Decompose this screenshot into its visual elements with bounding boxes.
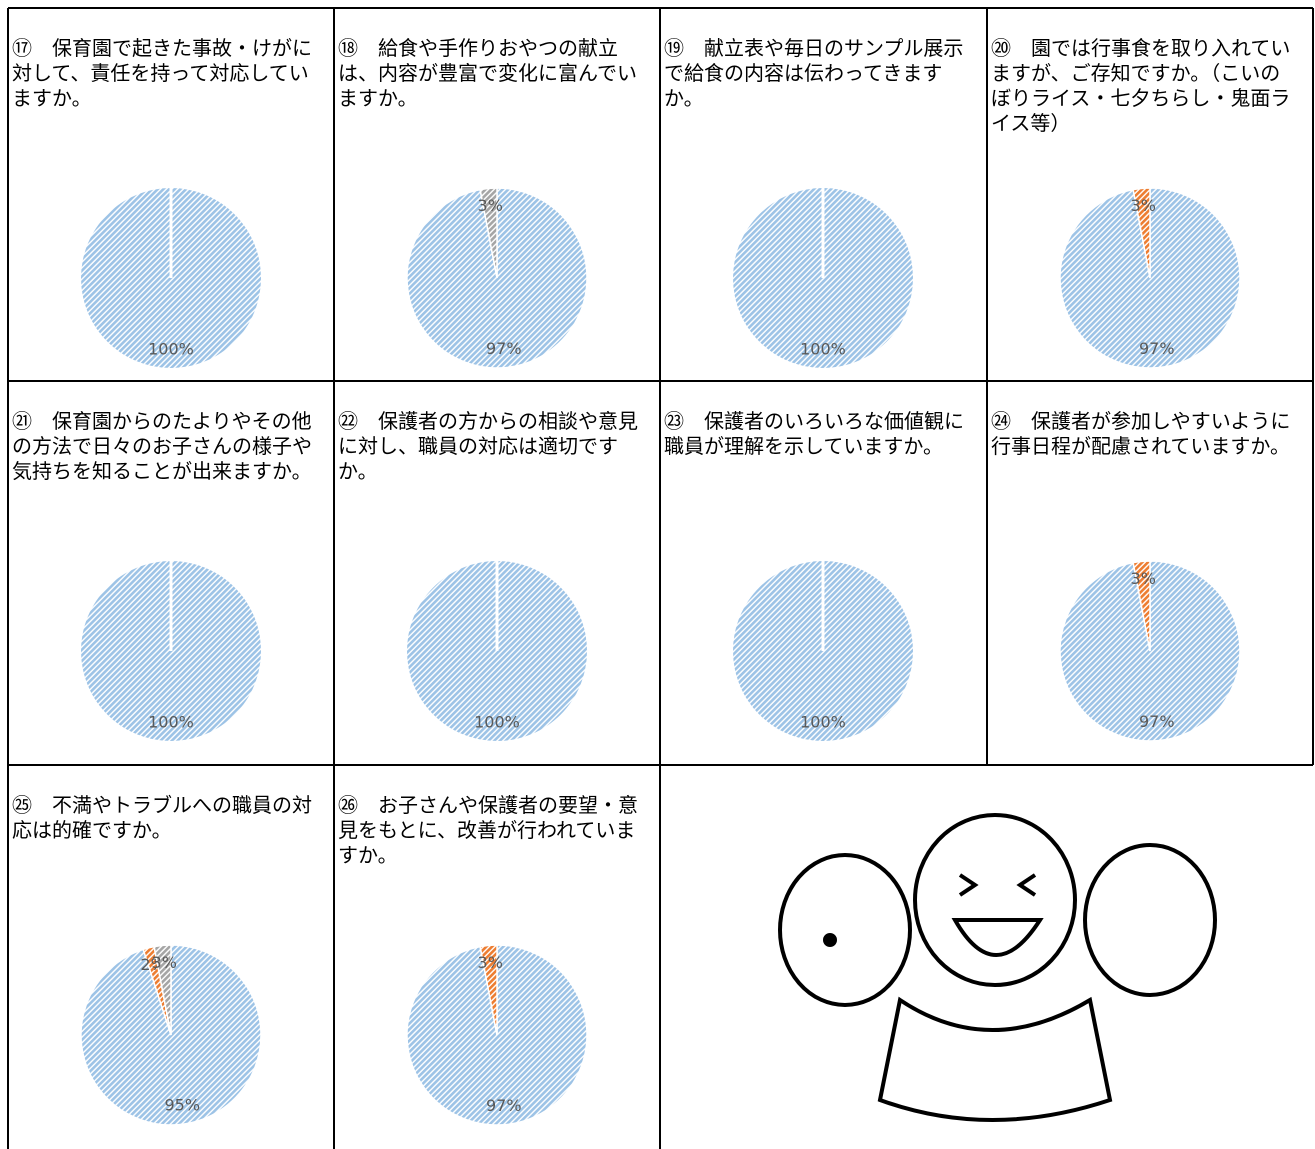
data-label: 100% (800, 713, 846, 732)
pie-slice (479, 187, 498, 279)
cell-borders (7, 7, 1314, 1149)
chart-title: ㉖ お子さんや保護者の要望・意見をもとに、改善が行われていますか。 (338, 793, 638, 867)
pie-slice (153, 944, 172, 1036)
pie-slice (1132, 560, 1151, 652)
data-label: 97% (486, 1096, 522, 1115)
data-label: 95% (164, 1096, 200, 1115)
chart-title: ⑲ 献立表や毎日のサンプル展示で給食の内容は伝わってきますか。 (664, 36, 964, 110)
chart-title: ㉓ 保護者のいろいろな価値観に職員が理解を示していますか。 (664, 409, 964, 458)
chart-title: ⑳ 園では行事食を取り入れていますが、ご存知ですか。（こいのぼりライス・七夕ちら… (991, 36, 1291, 135)
data-label: 3% (478, 196, 503, 215)
chart-title: ㉕ 不満やトラブルへの職員の対応は的確ですか。 (12, 793, 312, 842)
data-label: 100% (148, 713, 194, 732)
data-label: 97% (486, 339, 522, 358)
data-label: 3% (1131, 196, 1156, 215)
data-label: 3% (152, 953, 177, 972)
data-label: 100% (800, 340, 846, 359)
data-label: 97% (1139, 339, 1175, 358)
illustration (778, 813, 1217, 1122)
data-label: 100% (474, 713, 520, 732)
chart-title: ㉑ 保育園からのたよりやその他の方法で日々のお子さんの様子や気持ちを知ることが出… (12, 409, 312, 483)
data-label: 3% (1131, 569, 1156, 588)
data-label: 97% (1139, 712, 1175, 731)
chart-title: ⑱ 給食や手作りおやつの献立は、内容が豊富で変化に富んでいますか。 (338, 36, 637, 110)
data-label: 100% (148, 340, 194, 359)
chart-title: ㉔ 保護者が参加しやすいように行事日程が配慮されていますか。 (991, 409, 1291, 458)
data-label: 3% (478, 953, 503, 972)
chart-title: ⑰ 保育園で起きた事故・けがに対して、責任を持って対応していますか。 (12, 36, 312, 110)
pie-slice (479, 944, 498, 1036)
chart-title: ㉒ 保護者の方からの相談や意見に対し、職員の対応は適切ですか。 (338, 409, 638, 483)
pie-slice (1132, 187, 1151, 279)
